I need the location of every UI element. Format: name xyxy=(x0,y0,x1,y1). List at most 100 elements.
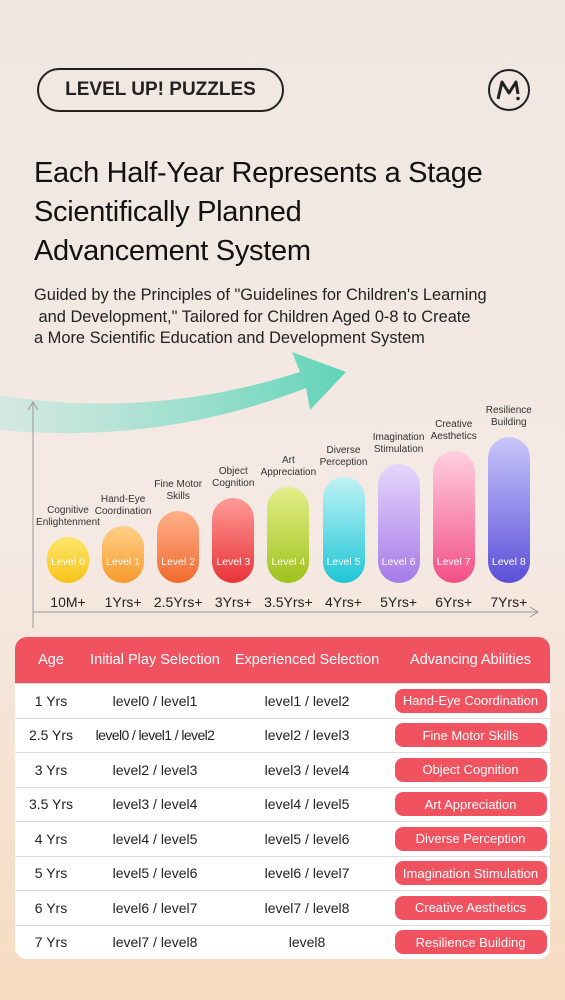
table-cell: level3 / level4 xyxy=(264,761,350,778)
level-label: Level 0 xyxy=(51,556,85,568)
level-bar xyxy=(102,526,145,583)
table-cell: 2.5 Yrs xyxy=(28,727,74,744)
ability-pill: Object Cognition xyxy=(394,757,547,782)
title-line: Scientifically Planned xyxy=(34,196,302,228)
level-bar xyxy=(377,464,420,583)
table-cell: level5 / level6 xyxy=(264,830,350,847)
age-label: 10M+ xyxy=(50,594,86,610)
table-cell: level2 / level3 xyxy=(264,727,350,744)
level-bar xyxy=(322,477,365,583)
level-label: Level 2 xyxy=(161,556,196,568)
level-bar xyxy=(47,537,89,583)
table-row: 1 Yrs level0 / level1 level1 / level2 Hand-… xyxy=(15,683,550,718)
axis-arrow xyxy=(27,401,39,411)
ability-label: Imagination Stimulation xyxy=(372,432,425,455)
axis-arrow xyxy=(529,606,539,618)
ability-label: Resilience Building xyxy=(485,405,532,428)
table-cell: 4 Yrs xyxy=(34,830,68,847)
subtitle-line: a More Scientific Education and Developm… xyxy=(34,329,425,347)
ability-label: Diverse Perception xyxy=(319,445,368,468)
swoosh-arrow xyxy=(0,352,346,434)
table-cell: level8 xyxy=(288,934,326,951)
subtitle-line: and Development," Tailored for Children … xyxy=(34,307,471,326)
age-label: 3Yrs+ xyxy=(214,594,252,610)
table-header: Age Initial Play Selection Experienced Sel… xyxy=(15,637,550,683)
table-cell: level7 / level8 xyxy=(112,934,198,951)
level-bar xyxy=(432,451,475,583)
title-line: Advancement System xyxy=(34,235,311,267)
ability-pill: Fine Motor Skills xyxy=(394,723,547,748)
age-label: 6Yrs+ xyxy=(435,594,473,610)
column-header: Advancing Abilities xyxy=(410,652,531,668)
ability-pill: Resilience Building xyxy=(394,930,547,955)
level-bar xyxy=(267,487,310,583)
ability-label: Object Cognition xyxy=(212,466,255,489)
table-row: 3 Yrs level2 / level3 level3 / level4 Objec… xyxy=(15,752,550,787)
level-bar xyxy=(487,437,530,583)
ability-label: Hand-Eye Coordination xyxy=(94,494,152,517)
table-cell: 5 Yrs xyxy=(34,865,68,882)
ability-pill: Imagination Stimulation xyxy=(394,861,547,886)
table-cell: level4 / level5 xyxy=(264,796,350,813)
column-header: Experienced Selection xyxy=(234,652,380,668)
level-bar xyxy=(157,511,200,583)
table-cell: level6 / level7 xyxy=(264,865,350,882)
table-cell: Hand-Eye Coordination xyxy=(391,684,550,718)
table-cell: Resilience Building xyxy=(391,926,550,960)
table-cell: level0 / level1 / level2 xyxy=(95,727,215,744)
badge: LEVEL UP! PUZZLES xyxy=(37,68,284,112)
age-label: 7Yrs+ xyxy=(490,594,528,610)
table-cell: Object Cognition xyxy=(391,753,550,787)
level-label: Level 5 xyxy=(326,556,361,568)
level-bar xyxy=(212,498,255,583)
ability-pill: Hand-Eye Coordination xyxy=(394,688,547,713)
level-label: Level 3 xyxy=(216,556,251,568)
table-cell: 6 Yrs xyxy=(34,899,68,916)
ability-label: Fine Motor Skills xyxy=(154,479,203,502)
table-cell: level5 / level6 xyxy=(112,865,198,882)
table-row: 2.5 Yrs level0 / level1 / level2 level2 / … xyxy=(15,717,550,753)
logo-mark xyxy=(496,80,520,101)
ability-label: Creative Aesthetics xyxy=(430,419,477,442)
level-label: Level 1 xyxy=(106,556,141,568)
table-cell: 3 Yrs xyxy=(34,761,68,778)
table: Age Initial Play Selection Experienced Sel… xyxy=(15,637,550,959)
table-cell: level4 / level5 xyxy=(112,830,198,847)
table-row: 7 Yrs level7 / level8 level8 Resilience Bui… xyxy=(15,924,550,960)
table-cell: 7 Yrs xyxy=(34,934,68,951)
column-header: Age xyxy=(38,652,64,668)
table-cell: Art Appreciation xyxy=(391,788,550,822)
age-label: 4Yrs+ xyxy=(325,594,362,610)
ability-pill: Art Appreciation xyxy=(394,792,547,817)
table-cell: level2 / level3 xyxy=(112,761,198,778)
table-cell: level0 / level1 xyxy=(112,692,198,709)
age-label: 1Yrs+ xyxy=(104,594,142,610)
table-row: 3.5 Yrs level3 / level4 level4 / level5 Art… xyxy=(15,786,550,822)
table-cell: level7 / level8 xyxy=(264,899,350,916)
table-cell: level6 / level7 xyxy=(112,899,198,916)
level-label: Level 7 xyxy=(436,556,471,568)
age-label: 2.5Yrs+ xyxy=(153,594,203,610)
table-row: 6 Yrs level6 / level7 level7 / level8 Creat… xyxy=(15,890,550,925)
table-cell: Imagination Stimulation xyxy=(391,857,550,891)
table-cell: level3 / level4 xyxy=(112,796,198,813)
level-label: Level 8 xyxy=(491,556,526,568)
ability-label: Art Appreciation xyxy=(260,455,317,478)
logo[interactable] xyxy=(488,69,530,111)
table-row: 4 Yrs level4 / level5 level5 / level6 Diver… xyxy=(15,821,550,856)
table-row: 5 Yrs level5 / level6 level6 / level7 Imagi… xyxy=(15,855,550,891)
table-cell: Fine Motor Skills xyxy=(391,719,550,753)
table-cell: Diverse Perception xyxy=(391,822,550,856)
level-label: Level 4 xyxy=(271,556,306,568)
title-line: Each Half-Year Represents a Stage xyxy=(34,157,483,189)
ability-pill: Diverse Perception xyxy=(394,826,547,851)
age-label: 3.5Yrs+ xyxy=(264,594,313,610)
level-label: Level 6 xyxy=(381,556,416,568)
table-cell: 1 Yrs xyxy=(34,692,68,709)
table-cell: 3.5 Yrs xyxy=(28,796,74,813)
table-cell: level1 / level2 xyxy=(264,692,350,709)
age-label: 5Yrs+ xyxy=(380,594,418,610)
column-header: Initial Play Selection xyxy=(90,652,220,668)
